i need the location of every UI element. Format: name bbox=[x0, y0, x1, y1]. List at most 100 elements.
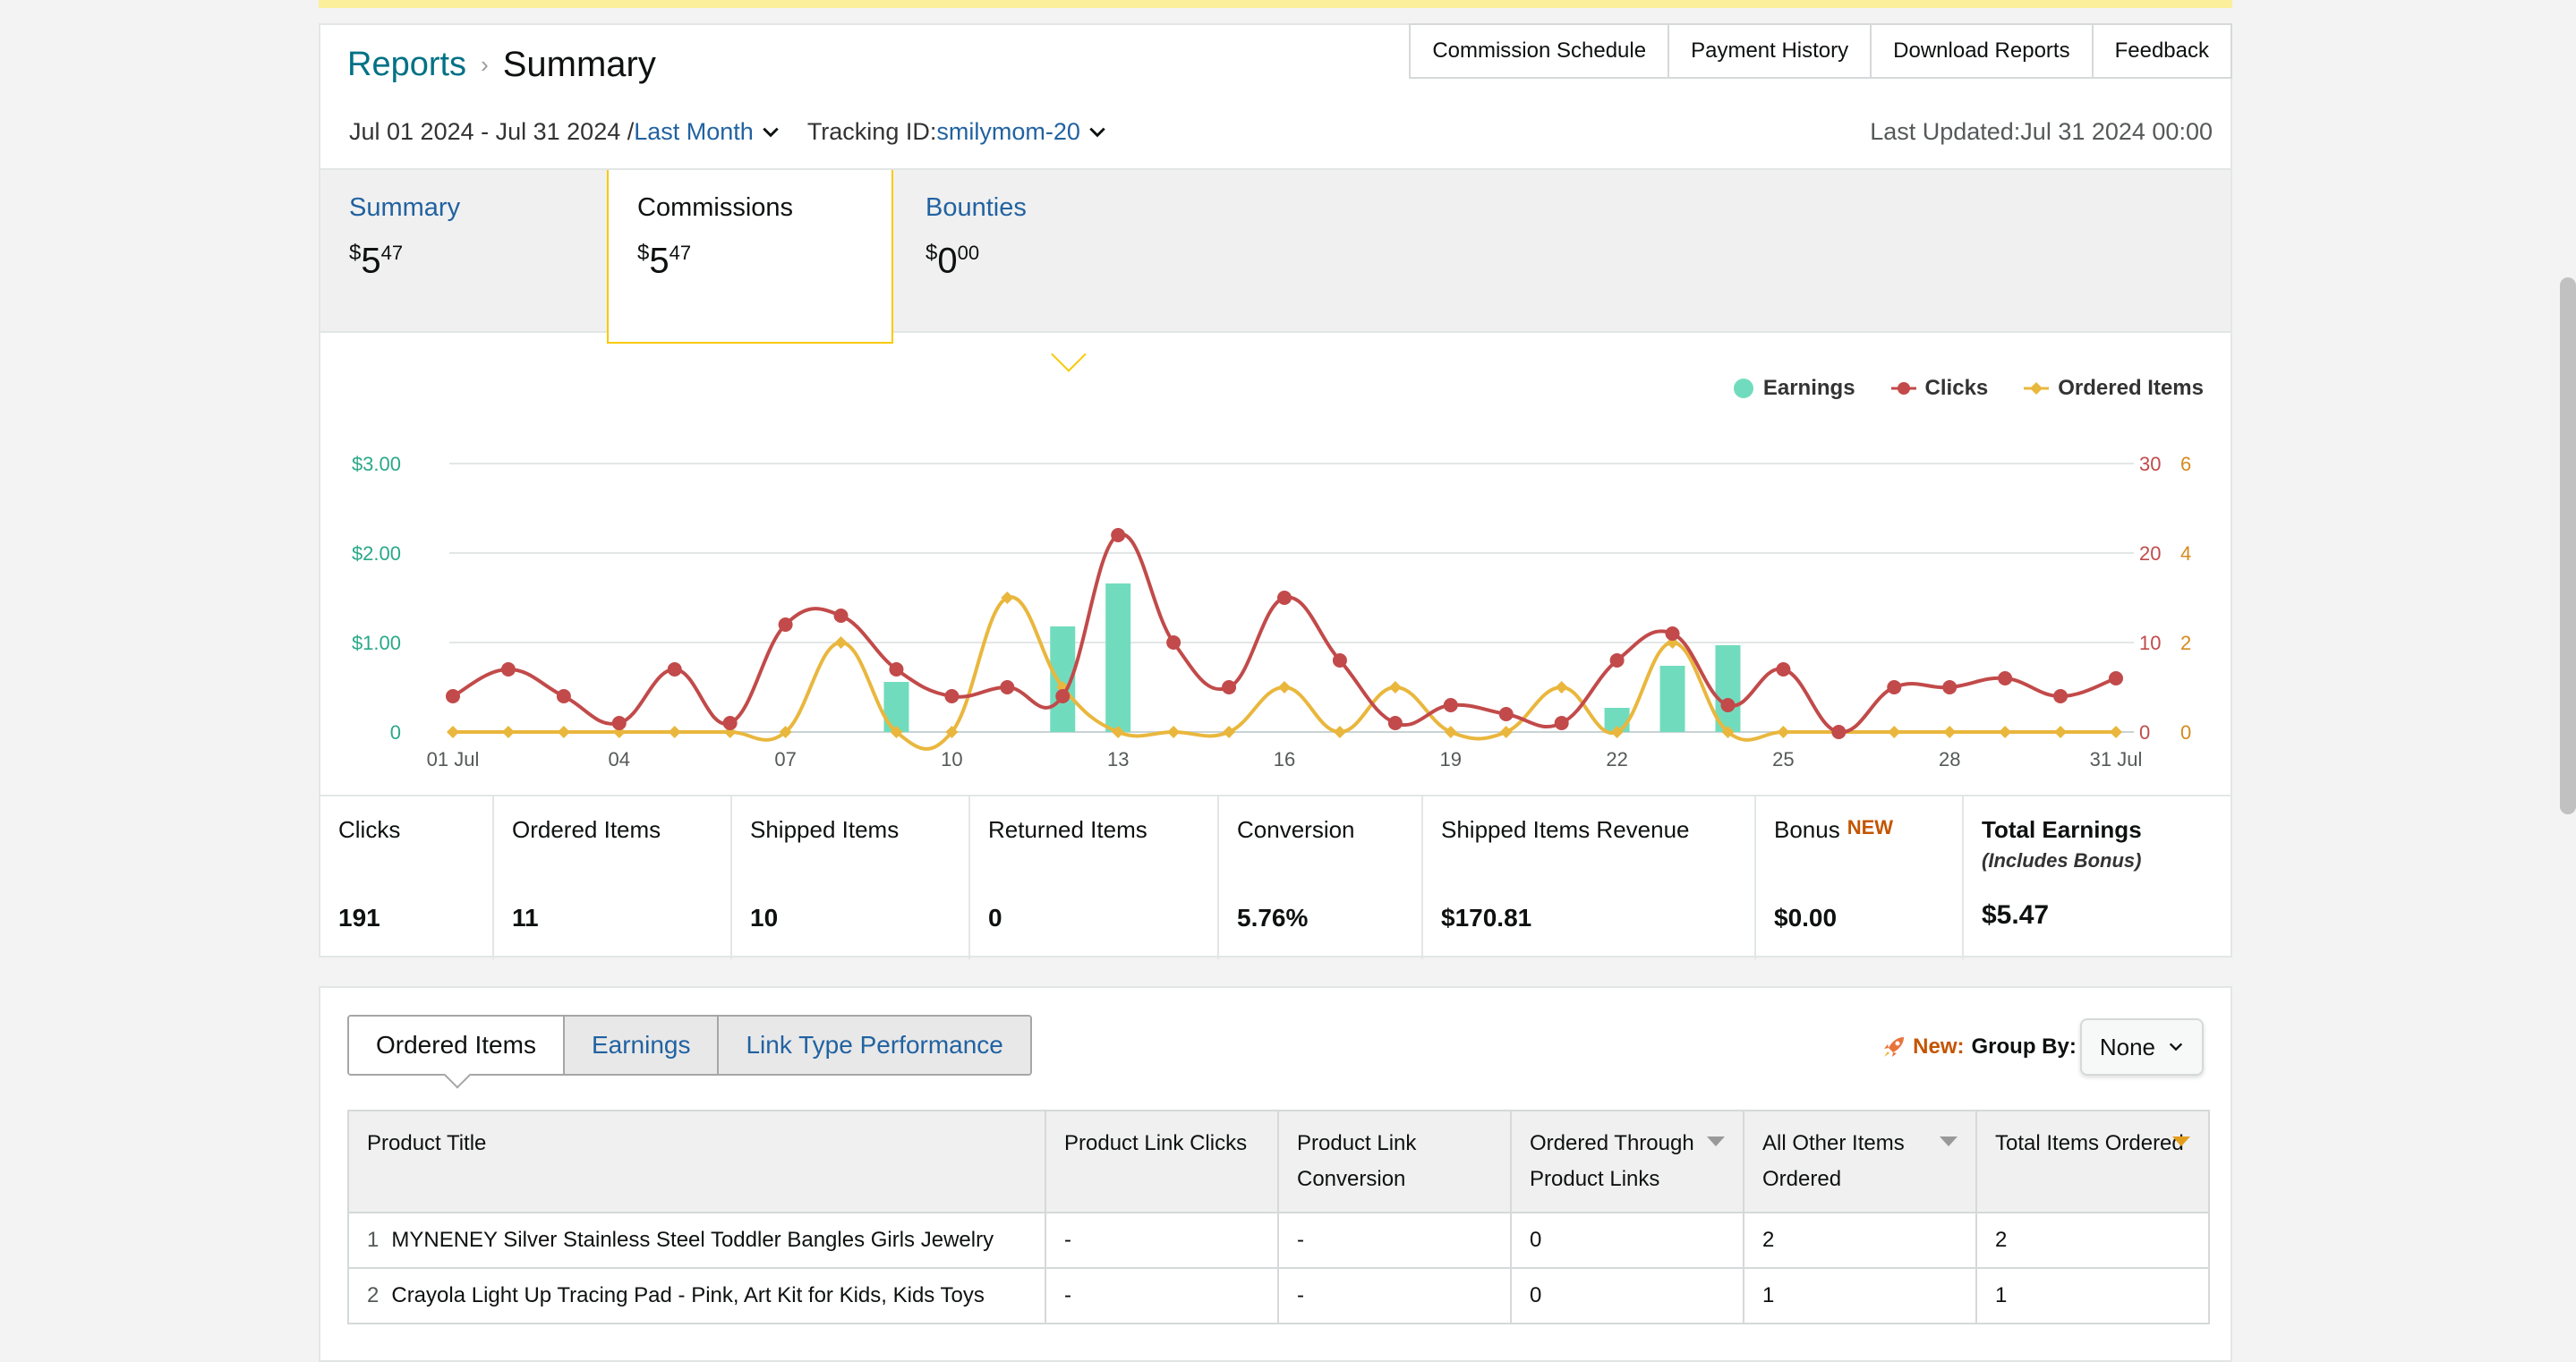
col-all-other-items[interactable]: All Other Items Ordered bbox=[1743, 1110, 1977, 1213]
earnings-bar bbox=[1105, 583, 1131, 732]
cell-clicks: - bbox=[1045, 1267, 1279, 1324]
ordered-items-point bbox=[1388, 681, 1402, 694]
ordered-items-point bbox=[1444, 726, 1457, 738]
x-tick-label: 25 bbox=[1772, 748, 1794, 770]
x-tick-label: 13 bbox=[1107, 748, 1129, 770]
earnings-bar bbox=[1659, 666, 1685, 732]
y-tick-ordered: 0 bbox=[2180, 721, 2191, 744]
ordered-items-point bbox=[1333, 726, 1346, 738]
y-tick-earnings: 0 bbox=[390, 721, 401, 744]
clicks-point bbox=[1000, 680, 1015, 694]
feedback-button[interactable]: Feedback bbox=[2091, 23, 2232, 79]
notification-bar bbox=[319, 0, 2232, 8]
stat-clicks: Clicks 191 bbox=[320, 796, 494, 959]
tab-label: Commissions bbox=[637, 193, 794, 222]
y-tick-ordered: 6 bbox=[2180, 453, 2191, 475]
ordered-items-point bbox=[1943, 726, 1957, 738]
col-total-items[interactable]: Total Items Ordered bbox=[1975, 1110, 2210, 1213]
tab-bounties[interactable]: Bounties $000 bbox=[897, 170, 1183, 331]
clicks-point bbox=[1332, 653, 1347, 668]
clicks-point bbox=[722, 716, 738, 730]
chevron-down-icon[interactable] bbox=[1088, 123, 1107, 142]
clicks-point bbox=[1055, 689, 1070, 703]
page-scrollbar[interactable] bbox=[2560, 277, 2576, 814]
ordered-items-point bbox=[501, 726, 515, 738]
summary-tabs: Summary $547 Commissions $547 Bounties $… bbox=[320, 168, 2231, 344]
ordered-items-point bbox=[557, 726, 570, 738]
legend-clicks[interactable]: Clicks bbox=[1890, 376, 1988, 401]
cell-through: 0 bbox=[1510, 1267, 1744, 1324]
stat-total-earnings: Total Earnings (Includes Bonus) $5.47 bbox=[1982, 816, 2142, 930]
group-by: New: Group By: None bbox=[1881, 1018, 2204, 1076]
ordered-items-point bbox=[1167, 726, 1181, 738]
report-summary-panel: Reports › Summary Jul 01 2024 - Jul 31 2… bbox=[319, 23, 2232, 959]
ordered-items-point bbox=[779, 726, 792, 738]
tab-earnings[interactable]: Earnings bbox=[562, 1017, 718, 1074]
tracking-id-dropdown[interactable]: smilymom-20 bbox=[936, 118, 1080, 145]
x-tick-label: 22 bbox=[1606, 748, 1627, 770]
tab-link-type-performance[interactable]: Link Type Performance bbox=[717, 1017, 1030, 1074]
chevron-down-icon bbox=[2169, 1043, 2183, 1051]
table-row: 2 Crayola Light Up Tracing Pad - Pink, Ar… bbox=[347, 1267, 2210, 1324]
x-tick-label: 10 bbox=[941, 748, 962, 770]
product-title-link[interactable]: Crayola Light Up Tracing Pad - Pink, Art… bbox=[391, 1283, 985, 1308]
ordered-items-point bbox=[2110, 726, 2122, 738]
legend-ordered-items[interactable]: Ordered Items bbox=[2024, 376, 2204, 401]
chart-legend: Earnings Clicks Ordered Items bbox=[1697, 376, 2204, 401]
payment-history-button[interactable]: Payment History bbox=[1668, 23, 1872, 79]
clicks-point bbox=[1277, 591, 1292, 605]
clicks-point bbox=[778, 617, 793, 632]
legend-earnings[interactable]: Earnings bbox=[1733, 376, 1855, 401]
ordered-items-table: Product Title Product Link Clicks Produc… bbox=[347, 1110, 2210, 1324]
x-tick-label: 01 Jul bbox=[427, 748, 480, 770]
sort-arrow-icon[interactable] bbox=[1940, 1136, 1958, 1146]
breadcrumb-reports-link[interactable]: Reports bbox=[347, 46, 467, 83]
clicks-point bbox=[1387, 716, 1403, 730]
clicks-point bbox=[667, 662, 682, 677]
clicks-point bbox=[611, 716, 627, 730]
tracking-label: Tracking ID: bbox=[806, 118, 937, 145]
x-tick-label: 16 bbox=[1274, 748, 1295, 770]
page-title: Summary bbox=[502, 45, 656, 84]
cell-conversion: - bbox=[1277, 1212, 1512, 1269]
cell-other: 1 bbox=[1743, 1267, 1977, 1324]
x-tick-label: 31 Jul bbox=[2090, 748, 2143, 770]
ordered-items-point bbox=[890, 726, 903, 738]
report-details-panel: Ordered Items Earnings Link Type Perform… bbox=[319, 986, 2232, 1362]
product-title-link[interactable]: MYNENEY Silver Stainless Steel Toddler B… bbox=[391, 1228, 994, 1253]
chevron-down-icon[interactable] bbox=[761, 123, 780, 142]
ordered-items-point bbox=[447, 726, 459, 738]
clicks-point bbox=[1111, 528, 1126, 542]
col-ordered-through-links[interactable]: Ordered Through Product Links bbox=[1510, 1110, 1744, 1213]
tab-commissions[interactable]: Commissions $547 bbox=[607, 170, 893, 344]
clicks-point bbox=[1665, 626, 1680, 641]
clicks-point bbox=[1222, 680, 1237, 694]
clicks-point bbox=[500, 662, 516, 677]
y-tick-earnings: $3.00 bbox=[352, 453, 401, 475]
col-product-title[interactable]: Product Title bbox=[347, 1110, 1046, 1213]
download-reports-button[interactable]: Download Reports bbox=[1870, 23, 2094, 79]
y-tick-ordered: 2 bbox=[2180, 632, 2191, 654]
new-label: New: bbox=[1913, 1034, 1965, 1059]
clicks-point bbox=[2053, 689, 2068, 703]
col-product-link-clicks[interactable]: Product Link Clicks bbox=[1045, 1110, 1279, 1213]
date-preset-dropdown[interactable]: Last Month bbox=[634, 118, 754, 145]
cell-total: 2 bbox=[1975, 1212, 2210, 1269]
ordered-items-point bbox=[1223, 726, 1236, 738]
commission-schedule-button[interactable]: Commission Schedule bbox=[1409, 23, 1670, 79]
ordered-items-point bbox=[1278, 681, 1291, 694]
ordered-items-point bbox=[1888, 726, 1901, 738]
stats-row: Clicks 191 Ordered Items 11 Shipped Items 1… bbox=[320, 795, 2231, 959]
x-tick-label: 28 bbox=[1939, 748, 1960, 770]
sort-arrow-icon[interactable] bbox=[2172, 1136, 2190, 1146]
ordered-items-point bbox=[1777, 726, 1790, 738]
stat-shipped-items: Shipped Items 10 bbox=[732, 796, 970, 959]
clicks-point bbox=[446, 689, 460, 703]
sort-arrow-icon[interactable] bbox=[1707, 1136, 1725, 1146]
tab-summary[interactable]: Summary $547 bbox=[320, 170, 607, 331]
group-by-select[interactable]: None bbox=[2079, 1018, 2204, 1076]
tab-amount: $547 bbox=[349, 241, 404, 281]
row-number: 1 bbox=[367, 1227, 380, 1252]
line-dot-icon bbox=[1890, 382, 1916, 395]
col-product-link-conversion[interactable]: Product Link Conversion bbox=[1277, 1110, 1512, 1213]
